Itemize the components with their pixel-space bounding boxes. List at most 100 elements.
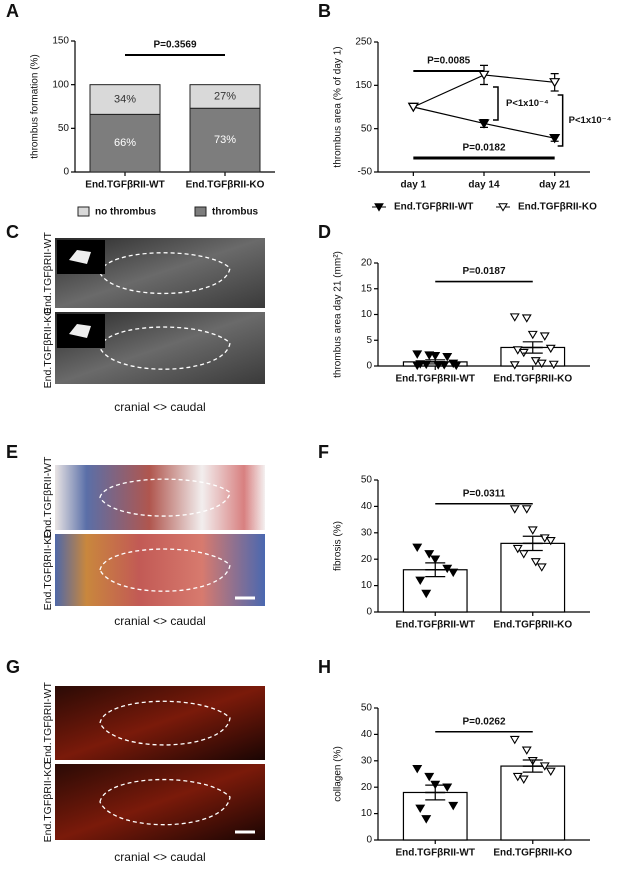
y-tick-label: 0	[366, 361, 372, 372]
point	[536, 359, 547, 369]
panel-letter: B	[318, 1, 331, 21]
x-tick-label: End.TGFβRII-KO	[493, 620, 572, 631]
y-tick-label: 0	[366, 835, 372, 846]
image-caption: cranial <> caudal	[114, 400, 205, 414]
point	[442, 564, 453, 574]
marker	[549, 78, 561, 88]
legend-marker	[498, 203, 508, 212]
point	[539, 332, 550, 341]
y-tick-label: 20	[361, 554, 373, 565]
y-axis-label: thrombus area day 21 (mm²)	[333, 251, 344, 378]
point	[527, 330, 538, 340]
bar-segment	[189, 84, 261, 109]
legend-label: End.TGFβRII-WT	[394, 202, 473, 213]
thrombus-outline	[99, 326, 231, 370]
p-value: P=0.0085	[427, 56, 471, 67]
point	[527, 526, 538, 535]
y-tick-label: 30	[361, 755, 373, 766]
image-label: End.TGFβRII-KO	[42, 308, 54, 389]
point	[536, 563, 547, 572]
point	[548, 360, 559, 370]
point	[530, 558, 541, 567]
point	[512, 544, 523, 554]
y-tick-label: 20	[361, 258, 373, 269]
micrograph	[55, 764, 265, 840]
error-bar	[522, 341, 543, 354]
y-tick-label: 0	[63, 167, 69, 178]
point	[415, 576, 426, 586]
point	[442, 783, 453, 792]
y-tick-label: 5	[366, 335, 372, 346]
point	[451, 361, 462, 371]
point	[545, 344, 556, 354]
y-tick-label: 40	[361, 729, 373, 740]
panel-letter: E	[6, 442, 18, 462]
point	[448, 568, 459, 578]
y-tick-label: 0	[366, 607, 372, 618]
bar-segment	[189, 107, 261, 173]
x-tick-label: End.TGFβRII-KO	[493, 848, 572, 859]
point	[442, 352, 453, 362]
value-label: 27%	[214, 90, 236, 102]
image-label: End.TGFβRII-WT	[42, 456, 54, 538]
point	[545, 767, 556, 777]
point	[415, 804, 426, 814]
image-caption: cranial <> caudal	[114, 850, 205, 864]
thrombus-outline	[99, 548, 231, 592]
p-value: P=0.0311	[463, 488, 506, 499]
y-tick-label: 50	[361, 475, 373, 486]
micrograph	[55, 465, 265, 530]
inset-shape	[69, 250, 91, 264]
point	[521, 505, 532, 514]
point	[518, 775, 529, 784]
x-tick-label: End.TGFβRII-KO	[186, 180, 265, 191]
point	[430, 351, 441, 361]
y-tick-label: 150	[355, 80, 372, 91]
p-value: P<1x10⁻⁴	[506, 98, 549, 109]
legend-swatch	[77, 206, 90, 217]
bar-segment	[89, 113, 161, 173]
y-tick-label: 50	[361, 123, 373, 134]
value-label: 66%	[114, 137, 136, 149]
y-tick-label: 10	[361, 309, 373, 320]
error-bar	[425, 359, 446, 365]
x-tick-label: End.TGFβRII-KO	[493, 374, 572, 385]
image-label: End.TGFβRII-KO	[42, 762, 54, 843]
error-bar	[425, 784, 446, 801]
marker	[549, 134, 561, 144]
marker	[407, 102, 419, 113]
bar-segment	[89, 84, 161, 115]
p-value: P=0.0182	[462, 143, 506, 154]
thrombus-outline	[99, 700, 231, 746]
legend-marker	[374, 203, 384, 212]
point	[509, 735, 520, 745]
point	[412, 361, 423, 371]
legend-label: thrombus	[212, 207, 259, 218]
p-value: P=0.0187	[462, 266, 506, 277]
x-tick-label: End.TGFβRII-WT	[396, 374, 475, 385]
y-axis-label: thrombus formation (%)	[30, 54, 41, 158]
bar	[500, 542, 566, 613]
bar	[500, 765, 566, 841]
panel-letter: F	[318, 442, 329, 462]
image-label: End.TGFβRII-WT	[42, 231, 54, 313]
p-value: P=0.3569	[153, 40, 197, 51]
x-tick-label: End.TGFβRII-WT	[396, 620, 475, 631]
image-label: End.TGFβRII-KO	[42, 530, 54, 611]
y-tick-label: 50	[58, 123, 70, 134]
inset-shape	[69, 324, 91, 338]
y-axis-label: fibrosis (%)	[333, 521, 344, 571]
point	[424, 772, 435, 782]
micrograph	[55, 686, 265, 760]
significance-bracket	[493, 86, 499, 121]
p-value: P=0.0262	[462, 716, 506, 727]
point	[412, 350, 423, 359]
y-tick-label: 250	[355, 37, 372, 48]
legend-label: no thrombus	[95, 207, 157, 218]
point	[421, 589, 432, 599]
point	[412, 764, 423, 774]
point	[421, 815, 432, 824]
legend-label: End.TGFβRII-KO	[518, 202, 597, 213]
y-tick-label: 15	[361, 283, 373, 294]
